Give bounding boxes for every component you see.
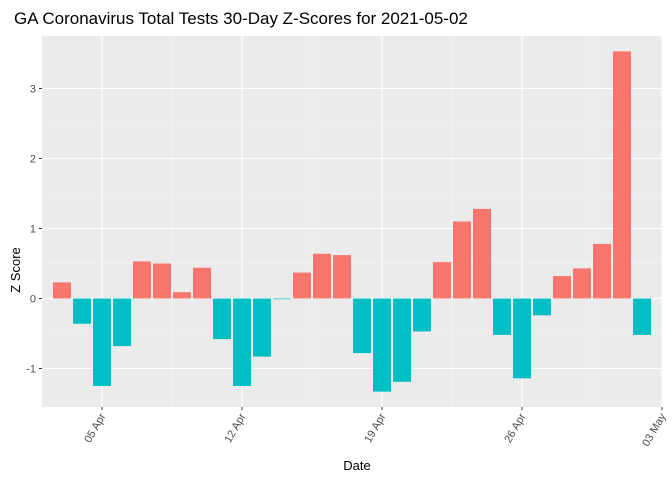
x-tick-label: 03 May xyxy=(640,411,669,449)
y-tick-label: 1 xyxy=(30,224,36,236)
y-axis: -1 0 1 2 3 xyxy=(26,84,42,376)
bar xyxy=(633,298,651,335)
bar xyxy=(533,298,551,316)
bar xyxy=(73,298,91,324)
x-tick-label: 05 Apr xyxy=(82,411,108,445)
bar xyxy=(233,298,251,386)
bar xyxy=(433,262,451,299)
bar xyxy=(333,255,351,299)
bar xyxy=(493,298,511,335)
bar xyxy=(353,298,371,354)
y-tick-label: 0 xyxy=(30,294,36,306)
panel-background xyxy=(42,36,662,407)
bar xyxy=(473,208,491,299)
bar xyxy=(373,298,391,392)
x-axis: 05 Apr 12 Apr 19 Apr 26 Apr 03 May xyxy=(82,407,669,449)
bar xyxy=(273,298,291,300)
plot-panel xyxy=(42,36,663,407)
bar xyxy=(133,261,151,299)
bar xyxy=(513,298,531,379)
bar xyxy=(213,298,231,340)
y-tick-label: -1 xyxy=(26,364,36,376)
bar xyxy=(153,263,171,299)
bar xyxy=(293,272,311,299)
bar xyxy=(313,253,331,299)
x-tick-label: 19 Apr xyxy=(362,411,388,445)
bar xyxy=(573,268,591,299)
chart-title: GA Coronavirus Total Tests 30-Day Z-Scor… xyxy=(14,9,468,28)
bar xyxy=(453,221,471,299)
y-tick-label: 3 xyxy=(30,84,36,96)
bar xyxy=(553,276,571,299)
bar xyxy=(113,298,131,347)
bar xyxy=(93,298,111,386)
y-tick-label: 2 xyxy=(30,154,36,166)
bar xyxy=(253,298,271,357)
y-axis-title: Z Score xyxy=(8,247,23,293)
bar xyxy=(393,298,411,382)
bar xyxy=(613,51,631,299)
bar xyxy=(413,298,431,332)
bar xyxy=(173,292,191,299)
x-axis-title: Date xyxy=(343,458,370,473)
bars xyxy=(53,51,651,392)
x-tick-label: 12 Apr xyxy=(222,411,248,445)
x-tick-label: 26 Apr xyxy=(502,411,528,445)
bar xyxy=(193,267,211,299)
bar xyxy=(593,243,611,299)
bar xyxy=(53,282,71,299)
